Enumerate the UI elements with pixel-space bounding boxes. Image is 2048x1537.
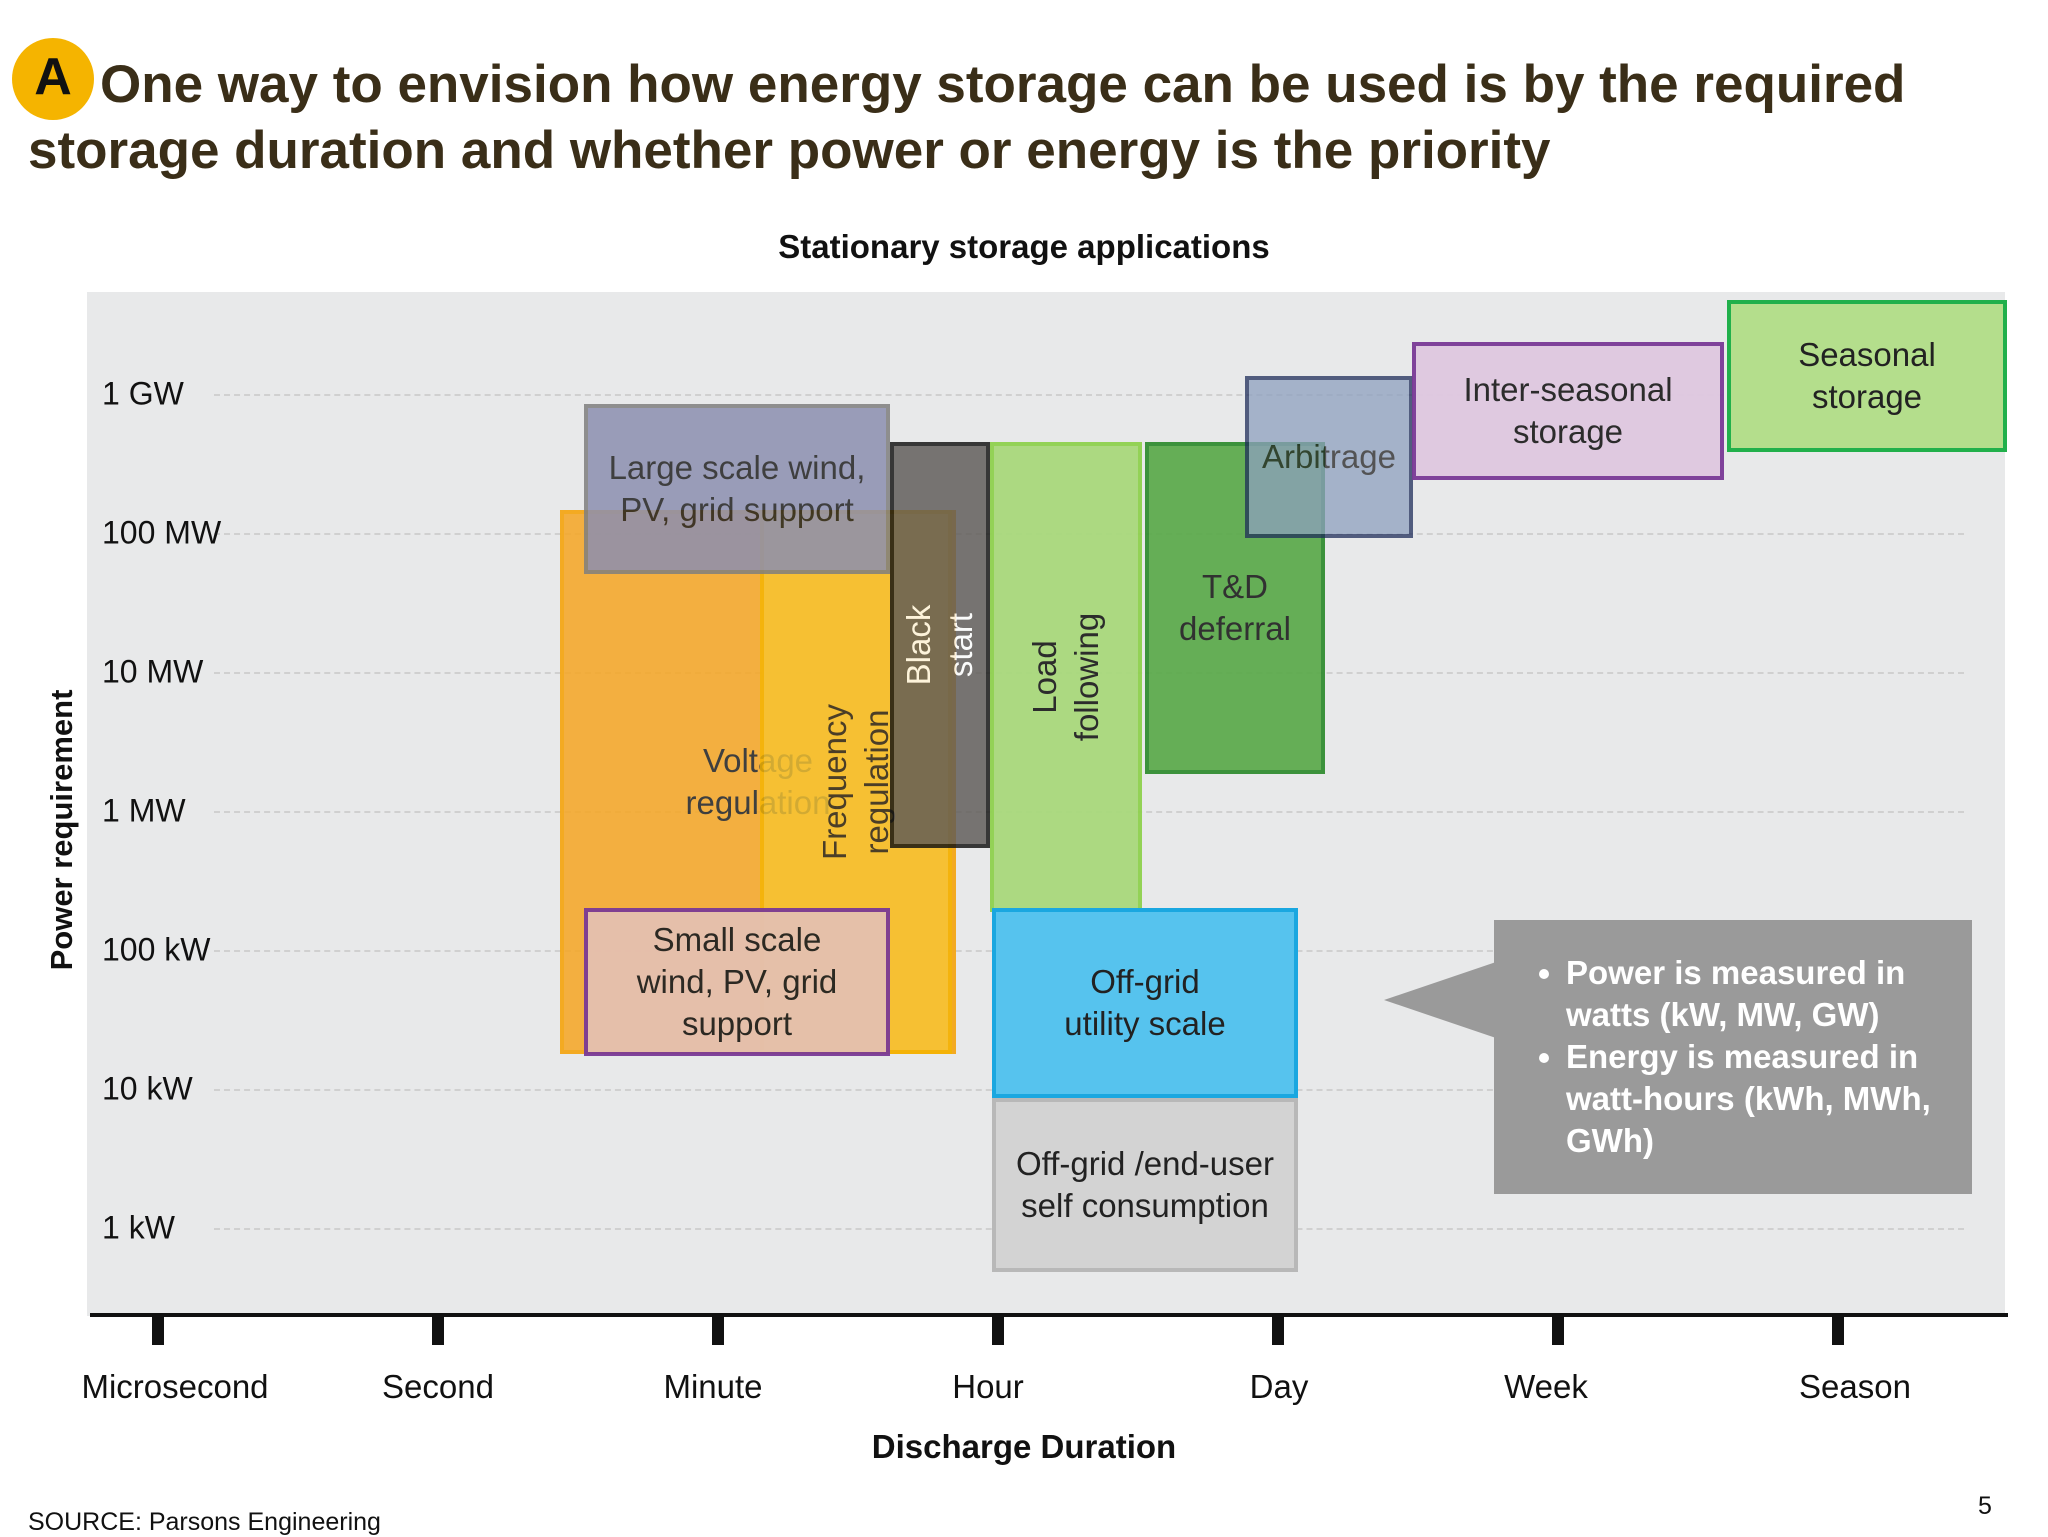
x-tick-mark-week bbox=[1552, 1315, 1564, 1345]
y-tick-10-mw: 10 MW bbox=[102, 653, 204, 690]
page-number: 5 bbox=[1978, 1492, 1992, 1520]
source-note: SOURCE: Parsons Engineering bbox=[28, 1508, 381, 1536]
y-tick-1-gw: 1 GW bbox=[102, 375, 184, 412]
slide-headline: One way to envision how energy storage c… bbox=[28, 55, 1906, 180]
box-seasonal-storage: Seasonal storage bbox=[1727, 300, 2007, 452]
box-t-d-deferral: T&D deferral bbox=[1145, 442, 1325, 774]
box-arbitrage: Arbitrage bbox=[1245, 376, 1413, 538]
y-tick-10-kw: 10 kW bbox=[102, 1070, 193, 1107]
x-tick-week: Week bbox=[1504, 1368, 1588, 1405]
box-label-t-d-deferral: T&D deferral bbox=[1179, 568, 1291, 647]
x-tick-second: Second bbox=[382, 1368, 494, 1405]
box-label-off-grid-end-user-self-consumption: Off-grid /end-user self consumption bbox=[1015, 1145, 1274, 1224]
box-label-off-grid-utility-scale: Off-grid utility scale bbox=[1064, 963, 1226, 1042]
box-off-grid-end-user-self-consumption: Off-grid /end-user self consumption bbox=[992, 1098, 1298, 1272]
x-axis-line bbox=[90, 1313, 2008, 1317]
box-load-following: Load following bbox=[990, 442, 1142, 912]
x-tick-mark-hour bbox=[992, 1315, 1004, 1345]
units-callout: Power is measured in watts (kW, MW, GW) … bbox=[1494, 920, 1972, 1194]
box-inter-seasonal-storage: Inter-seasonal storage bbox=[1412, 342, 1724, 480]
box-label-frequency-regulation: Frequency regulation bbox=[815, 704, 895, 860]
box-label-small-scale-wind-pv-grid-support: Small scale wind, PV, grid support bbox=[636, 921, 838, 1042]
y-tick-1-mw: 1 MW bbox=[102, 792, 186, 829]
callout-item-power: Power is measured in watts (kW, MW, GW) bbox=[1566, 952, 1952, 1036]
box-label-load-following: Load following bbox=[1026, 612, 1105, 742]
box-label-black-start: Black start bbox=[900, 604, 979, 686]
box-black-start: Black start bbox=[890, 442, 990, 848]
box-off-grid-utility-scale: Off-grid utility scale bbox=[992, 908, 1298, 1098]
x-tick-mark-microsecond bbox=[152, 1315, 164, 1345]
x-tick-mark-day bbox=[1272, 1315, 1284, 1345]
box-label-large-scale-wind-pv-grid-support: Large scale wind, PV, grid support bbox=[608, 449, 866, 528]
x-tick-microsecond: Microsecond bbox=[81, 1368, 269, 1405]
box-label-arbitrage: Arbitrage bbox=[1262, 438, 1396, 475]
x-tick-mark-minute bbox=[712, 1315, 724, 1345]
box-large-scale-wind-pv-grid-support: Large scale wind, PV, grid support bbox=[584, 404, 890, 574]
x-tick-season: Season bbox=[1799, 1368, 1911, 1405]
x-tick-mark-second bbox=[432, 1315, 444, 1345]
y-axis-label: Power requirement bbox=[44, 689, 79, 971]
box-label-inter-seasonal-storage: Inter-seasonal storage bbox=[1463, 371, 1673, 450]
y-tick-100-mw: 100 MW bbox=[102, 514, 222, 551]
chart-title: Stationary storage applications bbox=[778, 228, 1270, 265]
x-tick-mark-season bbox=[1832, 1315, 1844, 1345]
callout-item-energy: Energy is measured in watt-hours (kWh, M… bbox=[1566, 1036, 1952, 1162]
callout-pointer bbox=[1384, 962, 1496, 1038]
x-tick-day: Day bbox=[1249, 1368, 1309, 1405]
x-tick-minute: Minute bbox=[663, 1368, 763, 1405]
y-tick-100-kw: 100 kW bbox=[102, 931, 211, 968]
section-badge: A bbox=[12, 38, 94, 120]
box-label-seasonal-storage: Seasonal storage bbox=[1798, 336, 1936, 415]
x-tick-hour: Hour bbox=[952, 1368, 1024, 1405]
x-axis-label: Discharge Duration bbox=[871, 1428, 1177, 1465]
y-tick-1-kw: 1 kW bbox=[102, 1209, 175, 1246]
box-small-scale-wind-pv-grid-support: Small scale wind, PV, grid support bbox=[584, 908, 890, 1056]
gridline-1-gw bbox=[214, 394, 1964, 396]
